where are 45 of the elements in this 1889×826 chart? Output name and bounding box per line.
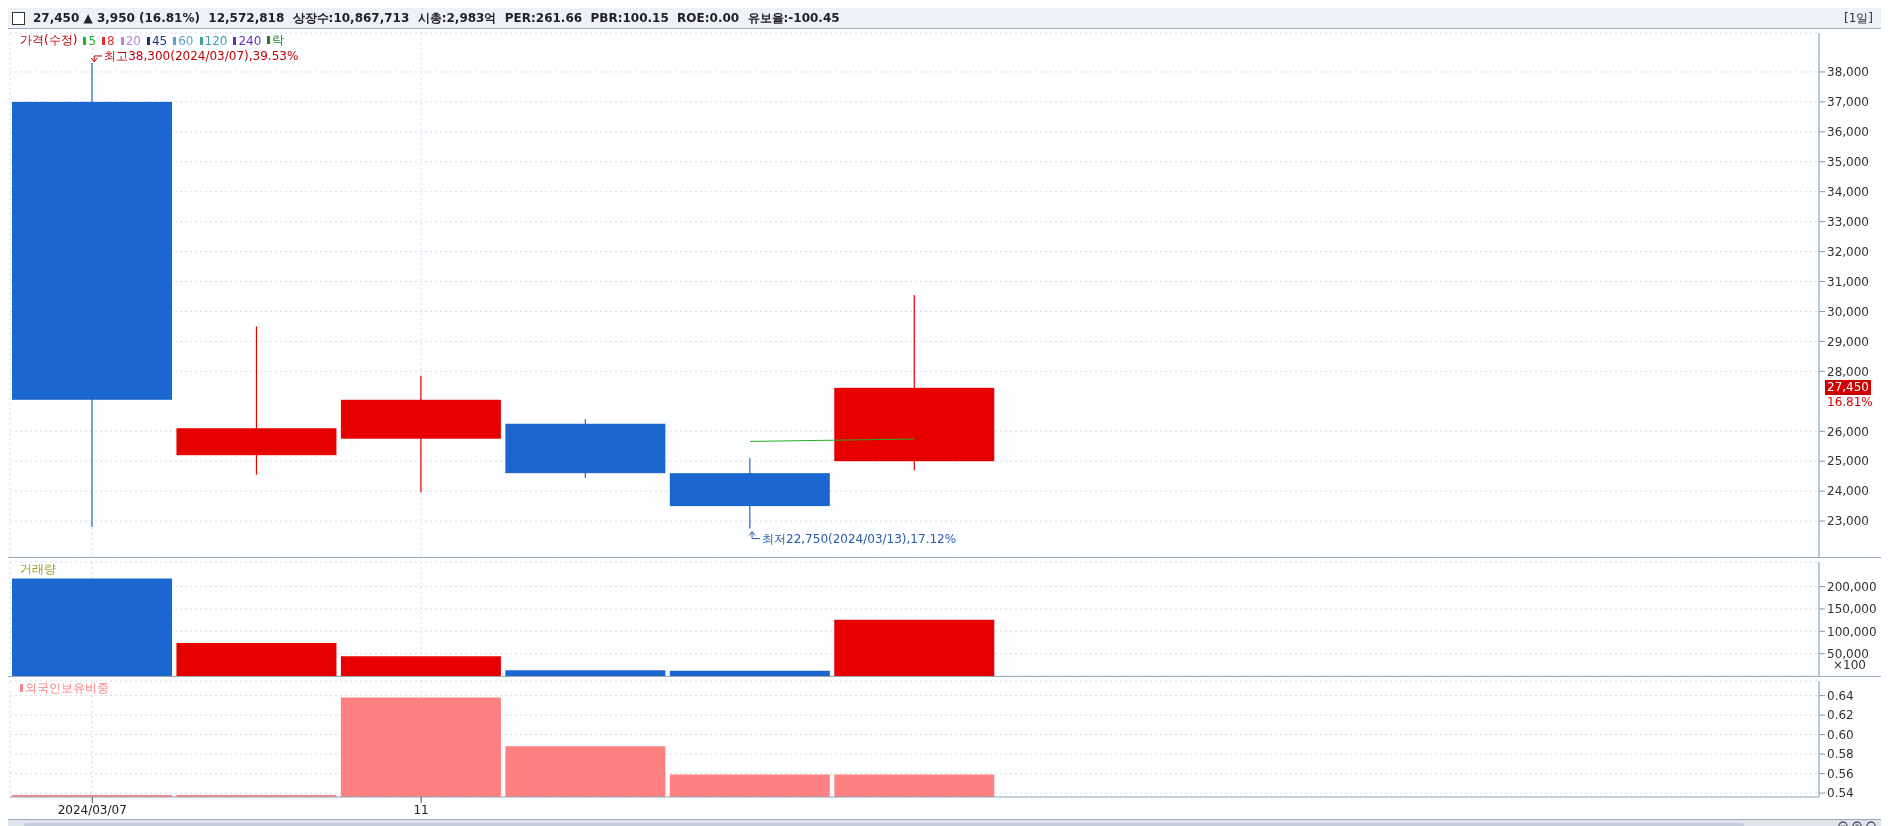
y-tick-label: 37,000 bbox=[1827, 95, 1869, 110]
y-tick-label: 200,000 bbox=[1827, 579, 1877, 594]
annotation: 최고38,300(2024/03/07),39.53% bbox=[104, 48, 299, 63]
y-tick-label: 0.64 bbox=[1827, 688, 1854, 703]
legend-label: 8 bbox=[106, 33, 115, 48]
legend-label: 240 bbox=[237, 33, 262, 48]
y-tick-label: 34,000 bbox=[1827, 184, 1869, 199]
y-tick-label: 35,000 bbox=[1827, 155, 1869, 170]
legend-label: 45 bbox=[150, 33, 168, 48]
text: [1일] bbox=[1844, 9, 1873, 27]
annotation: 최저22,750(2024/03/13),17.12% bbox=[762, 531, 957, 546]
legend-label: 20 bbox=[124, 33, 141, 48]
y-tick-label: 0.58 bbox=[1827, 747, 1854, 762]
y-tick-label: 33,000 bbox=[1827, 214, 1869, 229]
y-tick-label: 29,000 bbox=[1827, 334, 1869, 349]
y-tick-label: 26,000 bbox=[1827, 424, 1869, 439]
legend-label: 120 bbox=[203, 33, 228, 48]
y-tick-label: 36,000 bbox=[1827, 125, 1869, 140]
y-tick-label: 0.56 bbox=[1827, 766, 1854, 781]
y-tick-label: 32,000 bbox=[1827, 244, 1869, 259]
y-tick-label: 100,000 bbox=[1827, 624, 1877, 639]
y-tick-label: 0.54 bbox=[1827, 786, 1854, 801]
legend-label: 외국인보유비중 bbox=[24, 680, 109, 697]
y-tick-label: 0.60 bbox=[1827, 727, 1854, 742]
legend-label: 5 bbox=[87, 33, 97, 48]
y-axis-title: ×100 bbox=[1833, 658, 1866, 672]
y-tick-label: 24,000 bbox=[1827, 484, 1869, 499]
y-tick-label: 31,000 bbox=[1827, 274, 1869, 289]
y-tick-label: 23,000 bbox=[1827, 514, 1869, 529]
y-tick-label: 0.62 bbox=[1827, 708, 1854, 723]
y-tick-label: 38,000 bbox=[1827, 65, 1869, 80]
legend-label: 60 bbox=[177, 33, 194, 48]
chart-title: 거래량 bbox=[20, 561, 56, 578]
y-tick-label: 25,000 bbox=[1827, 454, 1869, 469]
legend-label: 락 bbox=[271, 32, 285, 49]
chart-title: 27,450 ▲ 3,950 (16.81%) 12,572,818 상장수:10,867,713 시총:2,983억 PER:261.66 PBR:100.15 ROE:0.00 유보율:-100.45 bbox=[33, 9, 840, 27]
x-tick-label: 11 bbox=[413, 802, 429, 817]
legend-title: 가격(수정) bbox=[20, 32, 78, 49]
y-tick-label: 50,000 bbox=[1827, 646, 1869, 661]
text: 27,450 bbox=[1825, 379, 1871, 395]
x-tick-label: 2024/03/07 bbox=[57, 802, 127, 817]
y-tick-label: 30,000 bbox=[1827, 304, 1869, 319]
y-tick-label: 28,000 bbox=[1827, 364, 1869, 379]
text: 16.81% bbox=[1826, 394, 1874, 410]
y-tick-label: 150,000 bbox=[1827, 602, 1877, 617]
